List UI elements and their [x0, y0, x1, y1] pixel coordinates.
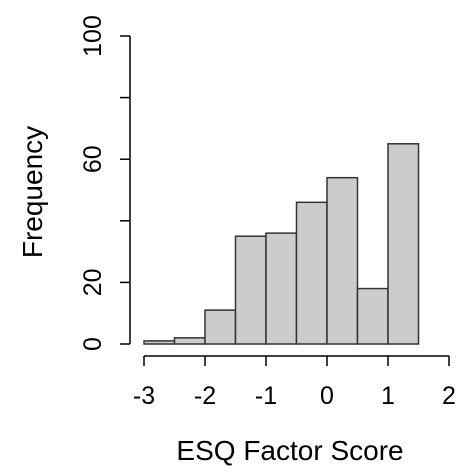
- y-tick-label: 20: [79, 268, 107, 296]
- histogram-bar: [204, 309, 237, 345]
- x-tick-label: 2: [442, 382, 456, 410]
- x-tick-label: 0: [320, 382, 334, 410]
- histogram-bar: [143, 340, 176, 345]
- histogram-bar: [326, 176, 359, 345]
- histogram-bar: [356, 287, 389, 345]
- histogram-bar: [173, 337, 206, 345]
- y-tick-label: 0: [79, 337, 107, 351]
- y-tick-label: 60: [79, 145, 107, 173]
- x-axis: -3 -2 -1 0 1 2: [133, 355, 456, 410]
- y-axis-title: Frequency: [17, 126, 48, 258]
- histogram-bar: [387, 143, 420, 345]
- bars-layer: [143, 143, 420, 345]
- x-tick-label: -3: [133, 382, 155, 410]
- histogram-bar: [295, 201, 328, 345]
- histogram-bar: [265, 232, 298, 345]
- x-tick-label: -2: [194, 382, 216, 410]
- x-tick-label: -1: [255, 382, 277, 410]
- y-axis: 0 20 60 100: [79, 15, 131, 351]
- histogram-bar: [234, 235, 267, 345]
- y-tick-label: 100: [79, 15, 107, 57]
- x-axis-title: ESQ Factor Score: [176, 435, 403, 466]
- x-tick-label: 1: [381, 382, 395, 410]
